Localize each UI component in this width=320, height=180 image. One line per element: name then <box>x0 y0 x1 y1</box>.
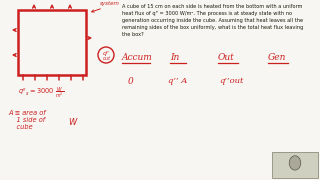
Text: A ≡ area of
    1 side of
    cube: A ≡ area of 1 side of cube <box>8 110 46 130</box>
Text: Gen: Gen <box>268 53 286 62</box>
Bar <box>272 152 318 178</box>
Text: q’’out: q’’out <box>219 77 244 85</box>
Text: q’’ A: q’’ A <box>168 77 187 85</box>
Text: W: W <box>68 118 76 127</box>
Text: $q''_s = 3000\ \frac{W}{m^2}$: $q''_s = 3000\ \frac{W}{m^2}$ <box>18 85 64 100</box>
Text: system: system <box>100 1 120 6</box>
Text: 0: 0 <box>128 77 134 86</box>
Ellipse shape <box>289 156 301 170</box>
Bar <box>18 10 86 75</box>
Text: A cube of 15 cm on each side is heated from the bottom with a uniform
heat flux : A cube of 15 cm on each side is heated f… <box>122 4 303 37</box>
Text: Accum: Accum <box>122 53 153 62</box>
Text: Out: Out <box>218 53 235 62</box>
Text: In: In <box>170 53 179 62</box>
Text: q": q" <box>103 51 109 55</box>
Text: out: out <box>103 57 111 62</box>
